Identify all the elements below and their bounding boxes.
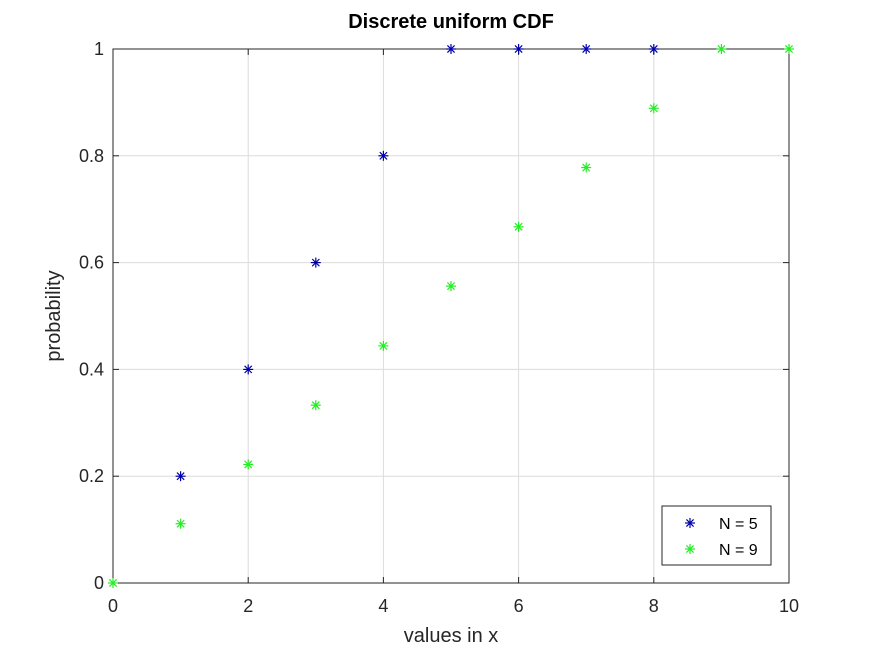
data-point bbox=[648, 44, 659, 54]
x-tick-label: 6 bbox=[514, 596, 524, 616]
data-point bbox=[581, 44, 592, 54]
plot-frame bbox=[112, 48, 790, 584]
legend-entry: N = 5 bbox=[685, 516, 758, 533]
y-tick-label: 0.4 bbox=[79, 359, 104, 379]
data-point bbox=[446, 281, 456, 292]
legend-label: N = 9 bbox=[719, 542, 758, 559]
y-tick-label: 0.2 bbox=[79, 466, 104, 486]
y-tick-label: 0.6 bbox=[79, 253, 104, 273]
data-point bbox=[310, 400, 321, 411]
marks-layer bbox=[108, 44, 794, 588]
x-tick-label: 8 bbox=[649, 596, 659, 616]
grid-layer bbox=[112, 48, 790, 584]
data-point bbox=[648, 103, 659, 114]
data-point bbox=[513, 44, 524, 54]
legend-marker-icon bbox=[685, 544, 695, 554]
x-tick-label: 10 bbox=[779, 596, 799, 616]
data-point bbox=[581, 162, 592, 173]
x-axis-label: values in x bbox=[404, 625, 499, 647]
legend-marker bbox=[685, 544, 695, 554]
data-point bbox=[108, 578, 118, 588]
chart-title: Discrete uniform CDF bbox=[348, 11, 554, 33]
data-point bbox=[446, 44, 456, 54]
x-tick-label: 2 bbox=[243, 596, 253, 616]
data-point bbox=[243, 364, 254, 375]
data-point bbox=[175, 471, 186, 482]
x-tick-label: 0 bbox=[108, 596, 118, 616]
y-tick-label: 0 bbox=[94, 573, 104, 593]
legend-marker-icon bbox=[685, 518, 695, 528]
data-point bbox=[310, 257, 321, 268]
data-point bbox=[378, 340, 389, 351]
legend-marker bbox=[685, 518, 695, 528]
legend-label: N = 5 bbox=[719, 516, 758, 533]
data-point bbox=[378, 150, 389, 161]
axes-layer bbox=[112, 48, 790, 584]
y-tick-label: 0.8 bbox=[79, 146, 104, 166]
y-tick-label: 1 bbox=[94, 39, 104, 59]
legend-box bbox=[661, 505, 772, 566]
legend: N = 5 N = 9 bbox=[661, 505, 772, 566]
data-point bbox=[784, 44, 794, 54]
data-point bbox=[716, 44, 727, 54]
x-tick-label: 4 bbox=[378, 596, 388, 616]
y-axis-label: probability bbox=[43, 270, 65, 361]
data-point bbox=[513, 221, 524, 232]
data-point bbox=[243, 459, 254, 470]
data-point bbox=[175, 518, 186, 529]
legend-entry: N = 9 bbox=[685, 542, 758, 559]
